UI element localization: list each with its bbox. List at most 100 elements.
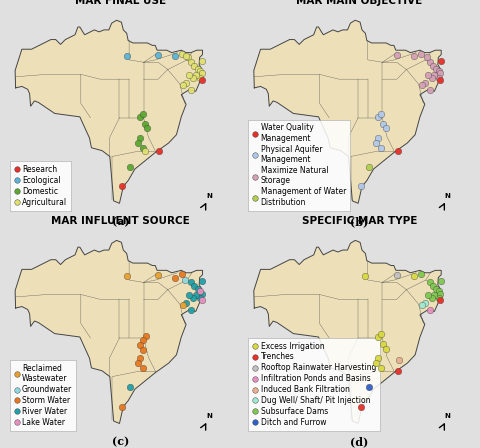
Point bbox=[377, 364, 385, 371]
Point bbox=[429, 62, 437, 69]
Point bbox=[191, 62, 198, 69]
Point bbox=[194, 285, 202, 292]
Point bbox=[379, 120, 387, 127]
Point bbox=[139, 364, 146, 371]
Point bbox=[382, 125, 390, 132]
Title: MAR FINAL USE: MAR FINAL USE bbox=[75, 0, 166, 6]
Point bbox=[196, 67, 204, 74]
Point bbox=[426, 59, 433, 66]
Point bbox=[187, 59, 195, 66]
Title: SPECIFIC MAR TYPE: SPECIFIC MAR TYPE bbox=[301, 216, 417, 226]
Point bbox=[382, 345, 390, 352]
Point bbox=[126, 383, 134, 391]
Point bbox=[118, 403, 126, 410]
Point bbox=[418, 302, 426, 309]
Point bbox=[194, 65, 202, 72]
Point bbox=[437, 277, 444, 284]
Point bbox=[179, 271, 186, 278]
Text: N: N bbox=[445, 193, 451, 199]
Point bbox=[374, 113, 382, 121]
Point bbox=[435, 288, 443, 295]
Text: (a): (a) bbox=[112, 216, 130, 228]
Point bbox=[187, 86, 195, 93]
Point bbox=[410, 272, 418, 280]
Point bbox=[377, 331, 385, 338]
Point bbox=[182, 79, 190, 86]
Point bbox=[198, 290, 205, 297]
Point bbox=[396, 356, 403, 363]
Point bbox=[192, 72, 200, 79]
Point bbox=[185, 72, 193, 79]
Text: (b): (b) bbox=[350, 216, 369, 228]
Text: N: N bbox=[445, 413, 451, 419]
Text: (d): (d) bbox=[350, 437, 369, 448]
Point bbox=[189, 295, 197, 302]
Point bbox=[428, 295, 435, 302]
Point bbox=[435, 295, 443, 302]
Point bbox=[198, 77, 205, 84]
Point bbox=[377, 110, 385, 117]
Legend: Water Quality
Management, Physical Aquifer
Management, Maximize Natural
Storage,: Water Quality Management, Physical Aquif… bbox=[249, 120, 350, 211]
Point bbox=[437, 57, 444, 65]
Point bbox=[123, 272, 131, 280]
Point bbox=[180, 82, 187, 89]
Point bbox=[191, 282, 198, 289]
Point bbox=[377, 144, 385, 151]
Point bbox=[189, 75, 197, 82]
Polygon shape bbox=[254, 20, 441, 203]
Point bbox=[436, 70, 444, 77]
Point bbox=[182, 300, 190, 307]
Point bbox=[417, 271, 425, 278]
Point bbox=[139, 144, 146, 151]
Point bbox=[141, 147, 148, 154]
Point bbox=[424, 72, 432, 79]
Point bbox=[379, 340, 387, 347]
Point bbox=[136, 134, 144, 142]
Point bbox=[185, 292, 193, 299]
Point bbox=[432, 285, 440, 292]
Point bbox=[426, 279, 433, 286]
Point bbox=[196, 288, 204, 295]
Point bbox=[139, 346, 146, 353]
Point bbox=[123, 52, 131, 60]
Point bbox=[196, 295, 204, 302]
Point bbox=[374, 333, 382, 340]
Point bbox=[171, 52, 179, 60]
Point bbox=[374, 355, 382, 362]
Point bbox=[118, 183, 126, 190]
Point bbox=[429, 282, 437, 289]
Point bbox=[435, 75, 443, 82]
Polygon shape bbox=[15, 241, 203, 423]
Point bbox=[436, 290, 444, 297]
Point bbox=[134, 359, 142, 366]
Point bbox=[372, 139, 380, 146]
Point bbox=[361, 272, 369, 280]
Title: MAR INFLUENT SOURCE: MAR INFLUENT SOURCE bbox=[51, 216, 190, 226]
Point bbox=[196, 75, 204, 82]
Point bbox=[436, 77, 444, 84]
Point bbox=[418, 82, 426, 89]
Point bbox=[182, 52, 190, 60]
Point bbox=[410, 52, 418, 60]
Point bbox=[171, 274, 179, 281]
Point bbox=[393, 271, 401, 279]
Legend: Reclaimed
Wastewater, Groundwater, Storm Water, River Water, Lake Water: Reclaimed Wastewater, Groundwater, Storm… bbox=[10, 360, 76, 431]
Point bbox=[357, 183, 364, 190]
Point bbox=[192, 292, 200, 299]
Point bbox=[198, 277, 206, 284]
Point bbox=[142, 332, 150, 339]
Point bbox=[423, 54, 431, 61]
Point bbox=[372, 359, 380, 366]
Point bbox=[154, 271, 162, 279]
Point bbox=[393, 52, 401, 59]
Point bbox=[126, 164, 134, 171]
Point bbox=[198, 57, 206, 65]
Point bbox=[144, 125, 151, 132]
Point bbox=[180, 302, 187, 309]
Point bbox=[181, 276, 189, 284]
Point bbox=[134, 139, 142, 146]
Point bbox=[394, 367, 402, 375]
Point bbox=[154, 52, 162, 59]
Point bbox=[394, 147, 402, 154]
Point bbox=[365, 383, 372, 391]
